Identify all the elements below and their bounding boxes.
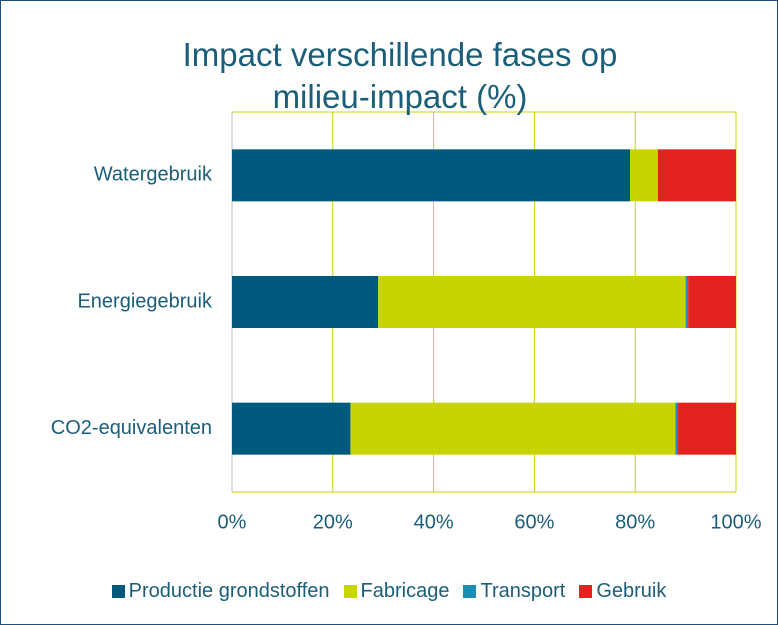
legend-item: Gebruik bbox=[579, 580, 666, 603]
legend-label: Gebruik bbox=[596, 580, 667, 602]
x-tick-label: 80% bbox=[615, 511, 655, 533]
y-tick-label: CO2-equivalenten bbox=[51, 417, 212, 439]
bar-segment bbox=[685, 276, 689, 328]
x-tick-label: 60% bbox=[514, 511, 554, 533]
legend-label: Transport bbox=[480, 580, 566, 602]
legend-item: Transport bbox=[463, 580, 565, 603]
legend-item: Productie grondstoffen bbox=[111, 580, 330, 603]
x-tick-label: 100% bbox=[710, 511, 761, 533]
legend-swatch bbox=[343, 585, 357, 598]
bar-segment bbox=[678, 402, 736, 455]
bar-segment bbox=[657, 149, 736, 202]
legend-label: Productie grondstoffen bbox=[128, 580, 330, 602]
legend-item: Fabricage bbox=[343, 580, 450, 603]
x-tick-label: 40% bbox=[414, 511, 454, 533]
y-tick-label: Energiegebruik bbox=[77, 290, 213, 312]
bar-segment bbox=[688, 276, 736, 328]
legend: Productie grondstoffen Fabricage Transport… bbox=[0, 580, 778, 603]
x-tick-label: 20% bbox=[313, 511, 353, 533]
legend-swatch bbox=[579, 585, 593, 598]
y-tick-label: Watergebruik bbox=[94, 164, 213, 186]
bar-segment bbox=[378, 276, 686, 328]
bar-segment bbox=[232, 149, 631, 202]
bar-segment bbox=[630, 149, 658, 202]
chart-title: Impact verschillende fases op milieu-imp… bbox=[182, 36, 618, 115]
bar-segment bbox=[232, 402, 351, 455]
legend-label: Fabricage bbox=[360, 580, 450, 602]
bar-segment bbox=[232, 276, 379, 328]
legend-swatch bbox=[111, 585, 125, 598]
x-tick-label: 0% bbox=[218, 511, 247, 533]
bar-segment bbox=[350, 402, 676, 455]
bar-segment bbox=[675, 402, 679, 455]
legend-swatch bbox=[463, 585, 477, 598]
